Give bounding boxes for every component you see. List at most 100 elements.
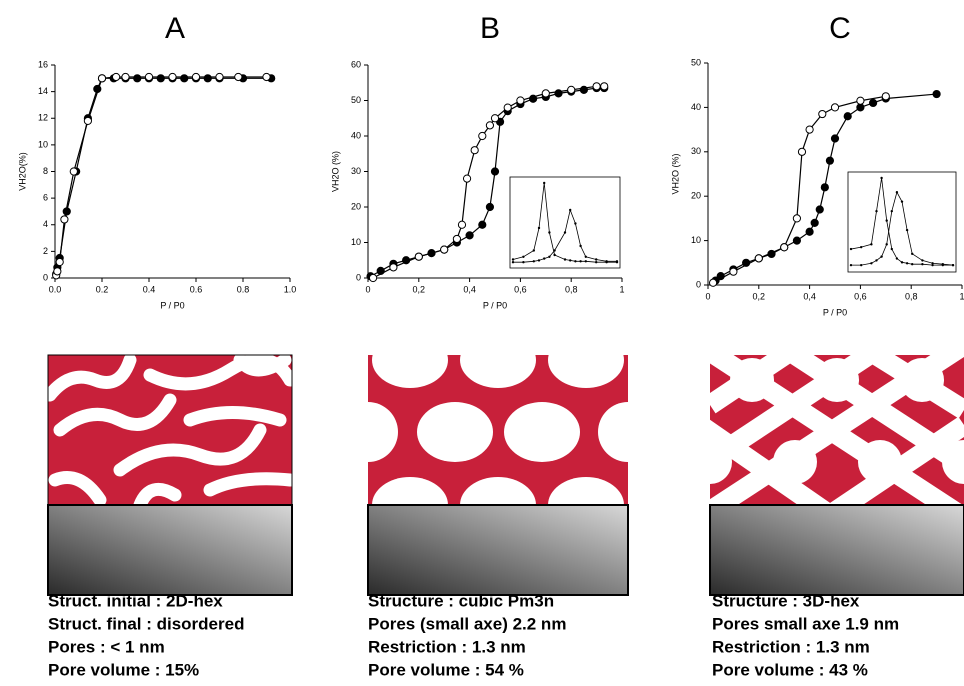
x-tick-label: 0,6 xyxy=(854,291,867,301)
y-tick-label: 20 xyxy=(351,201,361,211)
inset-point xyxy=(951,263,955,267)
inset-point xyxy=(511,261,515,264)
x-tick-label: 0.4 xyxy=(143,284,156,294)
x-tick-label: 0 xyxy=(365,284,370,294)
y-axis-label: VH2O (%) xyxy=(670,153,680,194)
x-axis-label: P / P0 xyxy=(160,300,184,310)
inset-point xyxy=(543,257,546,260)
data-point xyxy=(881,92,890,101)
inset-point xyxy=(905,228,909,232)
y-tick-label: 14 xyxy=(38,86,48,96)
inset-point xyxy=(875,259,878,262)
data-point xyxy=(708,278,718,287)
y-tick-label: 8 xyxy=(43,166,48,176)
data-point xyxy=(53,267,62,276)
x-tick-label: 0,8 xyxy=(565,284,578,294)
schematic-c xyxy=(710,355,964,505)
caption: Structure : 3D-hex xyxy=(712,591,860,610)
data-point xyxy=(490,167,500,176)
substrate xyxy=(367,504,629,596)
inset-point xyxy=(537,226,541,230)
y-tick-label: 4 xyxy=(43,219,48,229)
data-point xyxy=(869,98,878,108)
inset-point xyxy=(543,181,546,185)
data-point xyxy=(810,218,819,227)
inset-point xyxy=(870,262,873,265)
inset-point xyxy=(880,255,883,258)
data-point xyxy=(592,82,601,91)
data-point xyxy=(156,74,165,83)
data-point xyxy=(112,72,121,82)
inset-point xyxy=(885,243,888,246)
data-point xyxy=(203,74,212,83)
data-point xyxy=(414,252,423,261)
data-point xyxy=(452,234,461,244)
inset-point xyxy=(537,259,541,262)
inset-frame xyxy=(509,176,621,269)
data-point xyxy=(133,74,142,83)
data-point xyxy=(792,236,802,245)
inset-point xyxy=(870,243,873,246)
inset-point xyxy=(931,263,934,267)
inset-point xyxy=(574,222,577,225)
inset-point xyxy=(875,209,878,213)
x-tick-label: 0.0 xyxy=(49,284,62,294)
y-tick-label: 12 xyxy=(38,113,48,123)
data-point xyxy=(792,214,802,223)
data-point xyxy=(516,96,525,105)
inset-point xyxy=(553,249,556,252)
x-tick-label: 0.2 xyxy=(96,284,109,294)
inset-point xyxy=(548,255,551,258)
panel-letter: C xyxy=(829,12,851,45)
data-point xyxy=(856,103,865,112)
substrate xyxy=(709,504,964,596)
caption: Struct. final : disordered xyxy=(48,614,244,633)
series-line xyxy=(55,76,267,276)
x-tick-label: 0.6 xyxy=(190,284,203,294)
inset-point xyxy=(548,231,551,234)
x-axis-label: P / P0 xyxy=(483,300,507,310)
inset-point xyxy=(563,231,567,234)
y-tick-label: 10 xyxy=(351,237,361,247)
data-point xyxy=(144,72,154,82)
caption: Restriction : 1.3 nm xyxy=(368,637,526,656)
y-tick-label: 30 xyxy=(351,166,361,176)
inset-point xyxy=(532,260,535,263)
x-axis-label: P / P0 xyxy=(823,307,847,317)
inset-point xyxy=(584,255,587,258)
x-tick-label: 0,4 xyxy=(803,291,816,301)
data-point xyxy=(470,146,479,155)
x-tick-label: 0,2 xyxy=(413,284,426,294)
inset-point xyxy=(900,200,904,203)
caption: Pore volume : 15% xyxy=(48,660,199,679)
inset-point xyxy=(890,247,893,251)
y-tick-label: 30 xyxy=(691,146,701,156)
data-point xyxy=(754,254,763,263)
y-tick-label: 50 xyxy=(351,95,361,105)
inset-point xyxy=(522,261,525,264)
caption: Pores (small axe) 2.2 nm xyxy=(368,614,566,633)
inset-point xyxy=(895,257,899,260)
x-tick-label: 0.8 xyxy=(237,284,250,294)
inset-point xyxy=(569,259,572,262)
inset-point xyxy=(605,260,608,263)
data-point xyxy=(805,125,814,134)
inset-point xyxy=(890,209,893,213)
y-tick-label: 0 xyxy=(43,272,48,282)
y-tick-label: 0 xyxy=(356,272,361,282)
data-point xyxy=(490,114,500,123)
inset-point xyxy=(849,247,853,251)
data-point xyxy=(932,89,941,99)
data-point xyxy=(97,74,107,83)
caption: Pore volume : 54 % xyxy=(368,660,524,679)
y-tick-label: 0 xyxy=(696,279,701,289)
inset-point xyxy=(553,253,556,257)
caption: Pores : < 1 nm xyxy=(48,637,165,656)
inset-point xyxy=(522,255,525,258)
data-point xyxy=(830,134,840,143)
inset-point xyxy=(849,263,853,267)
inset-point xyxy=(900,261,904,264)
schematic-b xyxy=(368,355,628,505)
y-tick-label: 10 xyxy=(691,235,701,245)
